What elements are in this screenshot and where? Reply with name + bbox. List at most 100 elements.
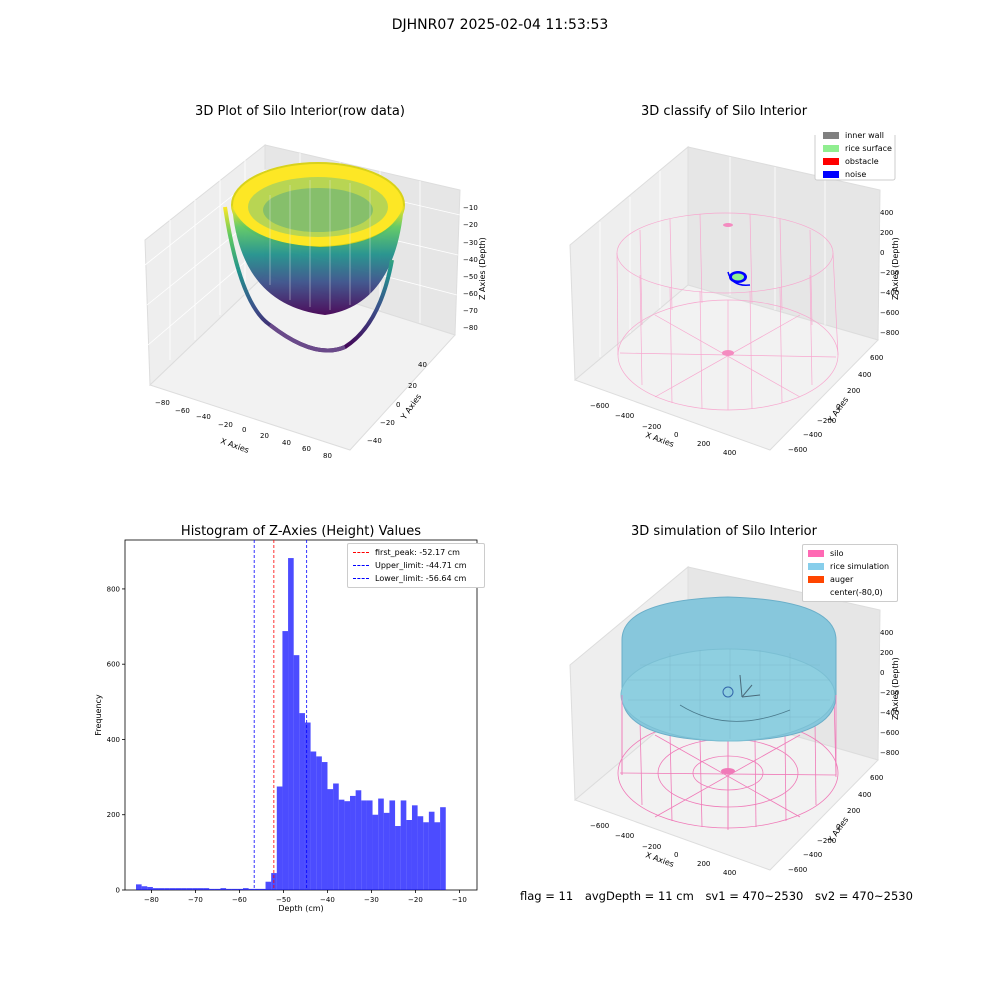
hist-ytick-label: 800 [107, 585, 120, 593]
svg-text:−60: −60 [463, 290, 478, 298]
legend-swatch [808, 563, 824, 570]
svg-text:80: 80 [323, 452, 332, 460]
hist-bar [243, 888, 249, 890]
hist-ytick-label: 400 [107, 736, 120, 744]
legend-line-swatch [353, 552, 369, 553]
hist-bar [158, 888, 165, 890]
hist-bar [186, 888, 193, 890]
svg-text:−60: −60 [175, 407, 190, 415]
simulation-ylabel: Y Axies [826, 815, 851, 845]
hist-bar [400, 800, 407, 890]
legend-item: rice simulation [808, 560, 892, 573]
svg-text:20: 20 [260, 432, 269, 440]
svg-text:−70: −70 [463, 307, 478, 315]
svg-text:600: 600 [870, 774, 883, 782]
hist-bar [288, 558, 294, 890]
flag-text: flag = 11 [520, 889, 574, 903]
classify-xlabel: X Axies [644, 430, 675, 449]
hist-bar [378, 798, 384, 890]
hist-bar [355, 790, 362, 890]
svg-text:40: 40 [282, 439, 291, 447]
hist-bar [203, 888, 210, 890]
hist-bar [147, 886, 153, 890]
hist-legend-label: Upper_limit: -44.71 cm [375, 561, 467, 570]
hist-bar [406, 820, 412, 890]
legend-label: inner wall [845, 131, 885, 140]
hist-bar [423, 822, 429, 890]
svg-text:−40: −40 [463, 256, 478, 264]
hist-bar [440, 807, 446, 890]
hist-bar [282, 631, 289, 890]
legend-item: noise [823, 168, 893, 181]
svg-text:−50: −50 [463, 273, 478, 281]
classify-ylabel: Y Axies [826, 395, 851, 425]
legend-swatch [808, 589, 824, 596]
hist-bar [259, 888, 266, 890]
svg-text:400: 400 [858, 791, 871, 799]
hist-bar [299, 713, 305, 890]
svg-text:−20: −20 [218, 421, 233, 429]
svg-text:−400: −400 [803, 431, 822, 439]
avg-depth-text: avgDepth = 11 cm [584, 889, 694, 903]
hist-bar [265, 881, 272, 890]
hist-bar [254, 888, 260, 890]
svg-text:0: 0 [674, 851, 678, 859]
svg-text:400: 400 [880, 629, 893, 637]
hist-bar [310, 751, 317, 890]
raw-3d-plot: −80 −60 −40 −20 0 20 40 60 80 40 20 0 −20 −40 −10… [144, 143, 487, 460]
hist-ylabel: Frequency [94, 694, 103, 736]
hist-bar [226, 888, 232, 890]
svg-text:200: 200 [847, 387, 860, 395]
classify-plot-title: 3D classify of Silo Interior [640, 104, 808, 119]
hist-bar [428, 811, 435, 890]
svg-text:−10: −10 [463, 204, 478, 212]
hist-bar [231, 888, 238, 890]
svg-text:0: 0 [674, 431, 678, 439]
svg-text:200: 200 [697, 860, 710, 868]
raw-xlabel: X Axies [219, 436, 250, 455]
svg-text:−600: −600 [590, 402, 609, 410]
svg-text:0: 0 [836, 823, 840, 831]
hist-bar [248, 888, 255, 890]
hist-bar [192, 888, 198, 890]
hist-xtick-label: −60 [232, 896, 247, 904]
legend-item: rice surface [823, 142, 893, 155]
figure-title: DJHNR07 2025-02-04 11:53:53 [391, 17, 609, 33]
svg-text:−80: −80 [155, 399, 170, 407]
hist-xtick-label: −70 [188, 896, 203, 904]
svg-text:−400: −400 [615, 832, 634, 840]
svg-text:0: 0 [396, 401, 400, 409]
hist-legend-item: first_peak: -52.17 cm [353, 546, 479, 559]
hist-bar [361, 800, 367, 890]
svg-text:−200: −200 [642, 423, 661, 431]
classify-zlabel: Z Axies (Depth) [891, 237, 900, 300]
svg-text:−30: −30 [463, 239, 478, 247]
raw-ylabel: Y Axies [399, 392, 424, 422]
simulation-zlabel: Z Axies (Depth) [891, 657, 900, 720]
hist-xtick-label: −20 [408, 896, 423, 904]
hist-title: Histogram of Z-Axies (Height) Values [180, 524, 422, 539]
hist-xtick-label: −80 [144, 896, 159, 904]
svg-text:−400: −400 [880, 289, 899, 297]
hist-xtick-label: −40 [320, 896, 335, 904]
svg-text:−400: −400 [880, 709, 899, 717]
legend-label: noise [845, 170, 867, 179]
svg-text:−40: −40 [367, 437, 382, 445]
hist-ytick-label: 600 [107, 661, 120, 669]
hist-bar [237, 888, 244, 890]
hist-bar [417, 816, 424, 890]
svg-text:−800: −800 [880, 329, 899, 337]
hist-bar [316, 756, 322, 890]
hist-bar [321, 762, 328, 890]
histogram-chart: −80 −70 −60 −50 −40 −30 −20 −10 0 200 400 600 800 D… [94, 539, 478, 913]
svg-text:400: 400 [723, 869, 736, 877]
legend-label: auger [830, 575, 854, 584]
hist-bar [181, 888, 187, 890]
hist-bar [344, 801, 351, 890]
hist-bar [434, 822, 441, 890]
legend-swatch [823, 132, 839, 139]
legend-line-swatch [353, 565, 369, 566]
svg-text:400: 400 [880, 209, 893, 217]
simulation-xlabel: X Axies [644, 850, 675, 869]
raw-plot-title: 3D Plot of Silo Interior(row data) [195, 104, 405, 119]
